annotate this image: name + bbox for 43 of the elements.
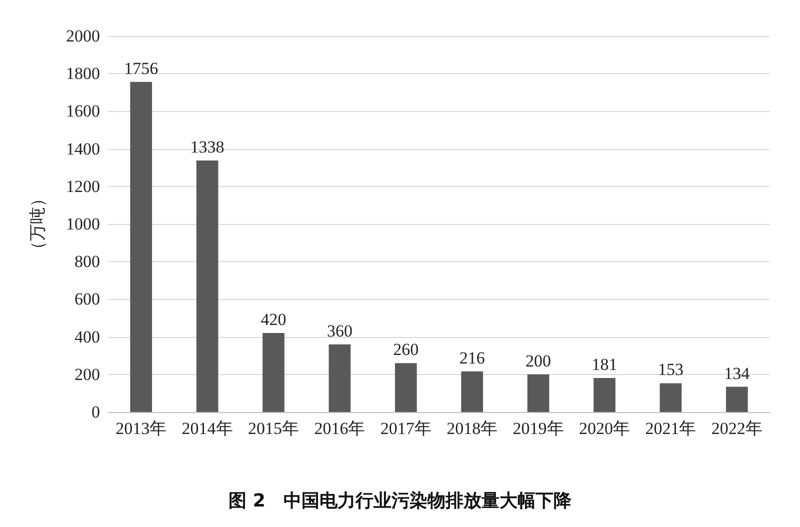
x-tick-label: 2018年 — [446, 419, 498, 438]
data-label: 1338 — [190, 137, 224, 156]
bar — [527, 374, 550, 412]
data-label: 134 — [724, 364, 750, 383]
bar — [196, 160, 218, 412]
bar — [726, 386, 748, 412]
x-tick-label: 2020年 — [579, 419, 630, 438]
bar — [394, 363, 417, 412]
y-tick-label: 1400 — [66, 139, 100, 158]
data-label: 260 — [393, 340, 419, 360]
y-tick-label: 0 — [92, 402, 100, 422]
x-tick-label: 2021年 — [645, 419, 696, 438]
text: 图 2 中国电力行业污染物排放量大幅下降 — [228, 490, 572, 512]
x-tick-label: 2017年 — [380, 419, 432, 438]
x-tick-label: 2016年 — [314, 419, 366, 438]
data-label: 420 — [260, 310, 286, 330]
data-label: 181 — [592, 354, 618, 374]
x-tick-label: 2022年 — [711, 419, 762, 438]
y-tick-label: 600 — [74, 290, 100, 309]
bar — [130, 82, 152, 412]
y-tick-label: 1000 — [66, 214, 100, 234]
data-label: 1756 — [124, 58, 158, 78]
bar — [660, 383, 682, 412]
y-tick-label: 400 — [74, 327, 100, 346]
bar — [594, 378, 616, 412]
y-tick-label: 800 — [74, 252, 100, 272]
y-tick-label: 200 — [74, 364, 100, 384]
y-tick-label: 1200 — [66, 176, 100, 196]
y-tick-label: 1600 — [66, 102, 100, 121]
data-label: 360 — [326, 321, 352, 340]
x-tick-label: 2013年 — [116, 419, 167, 438]
y-tick-label: 2000 — [66, 26, 100, 46]
x-tick-label: 2019年 — [512, 419, 564, 438]
bar — [262, 333, 284, 412]
data-label: 153 — [658, 360, 684, 380]
data-label: 200 — [526, 351, 552, 370]
x-tick-label: 2015年 — [248, 419, 299, 438]
data-label: 216 — [459, 348, 485, 368]
x-tick-label: 2014年 — [182, 419, 233, 438]
y-tick-label: 1800 — [66, 64, 100, 84]
bar — [328, 344, 351, 412]
y-axis-title: （万吨） — [28, 190, 47, 258]
bar — [461, 371, 484, 412]
